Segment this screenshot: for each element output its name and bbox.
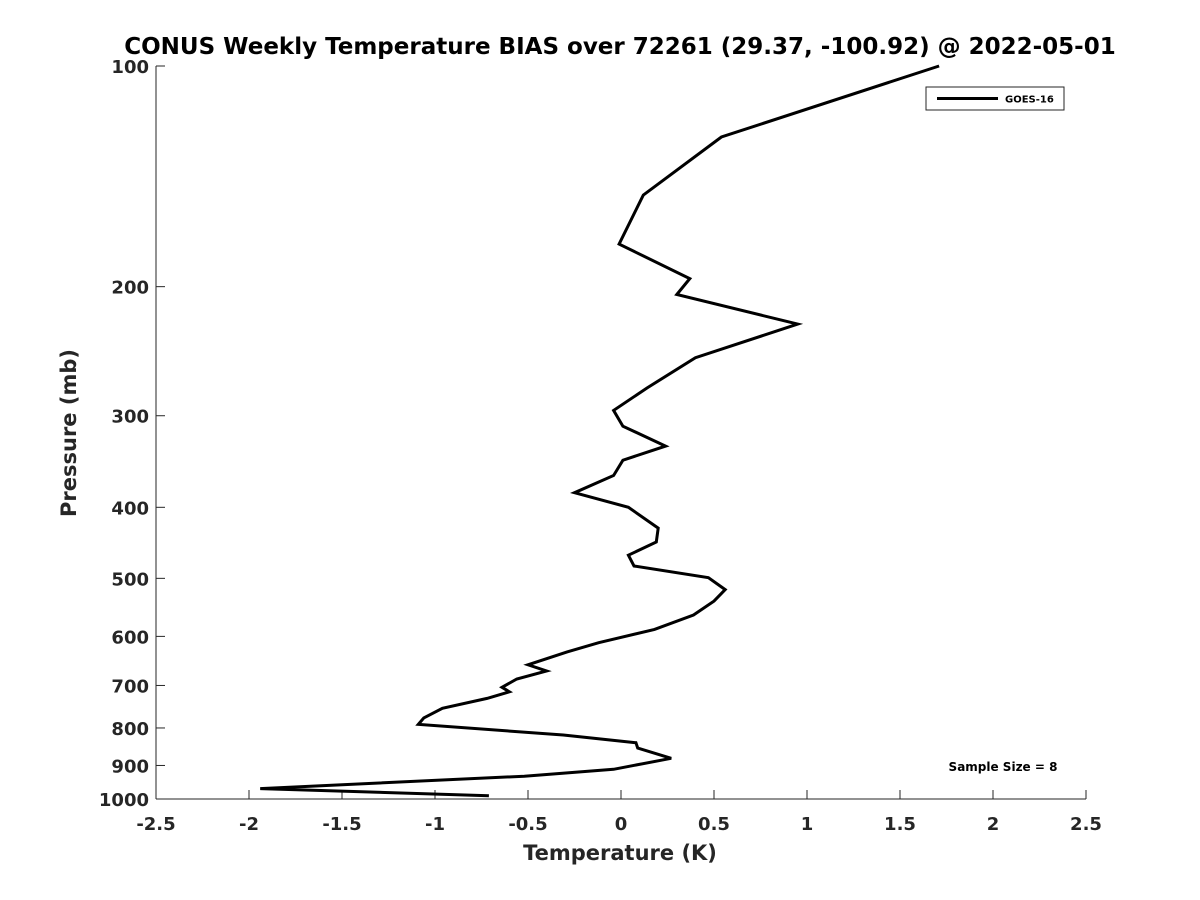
x-tick-label: 1.5	[884, 814, 916, 835]
x-ticks: -2.5 -2 -1.5 -1 -0.5 0 0.5 1 1.5 2 2.5	[136, 790, 1102, 835]
axes	[155, 66, 1086, 800]
x-tick-label: -1	[425, 814, 445, 835]
x-tick-label: -2	[239, 814, 259, 835]
x-tick-label: -1.5	[322, 814, 361, 835]
y-tick-label: 900	[111, 756, 149, 777]
legend: GOES-16	[925, 86, 1065, 111]
y-tick-label: 800	[111, 719, 149, 740]
x-tick-label: 1	[801, 814, 814, 835]
y-tick-label: 500	[111, 569, 149, 590]
x-tick-label: 2	[987, 814, 1000, 835]
x-axis-label: Temperature (K)	[523, 841, 717, 865]
series-line-0	[260, 64, 940, 798]
chart-title: CONUS Weekly Temperature BIAS over 72261…	[124, 34, 1115, 60]
y-tick-label: 100	[111, 57, 149, 78]
y-tick-label: 200	[111, 278, 149, 299]
x-tick-label: 2.5	[1070, 814, 1102, 835]
x-tick-label: 0	[615, 814, 628, 835]
legend-label: GOES-16	[1005, 95, 1054, 106]
sample-size-annotation: Sample Size = 8	[949, 760, 1058, 774]
x-tick-label: -0.5	[508, 814, 547, 835]
y-tick-label: 400	[111, 498, 149, 519]
y-tick-label: 600	[111, 627, 149, 648]
y-tick-label: 1000	[99, 790, 149, 811]
x-tick-label: -2.5	[136, 814, 175, 835]
y-axis-label: Pressure (mb)	[57, 349, 81, 517]
y-ticks: 100 200 300 400 500 600 700 800 900 1000	[99, 57, 165, 811]
series-layer	[260, 64, 940, 798]
x-tick-label: 0.5	[698, 814, 730, 835]
y-tick-label: 300	[111, 407, 149, 428]
y-tick-label: 700	[111, 676, 149, 697]
